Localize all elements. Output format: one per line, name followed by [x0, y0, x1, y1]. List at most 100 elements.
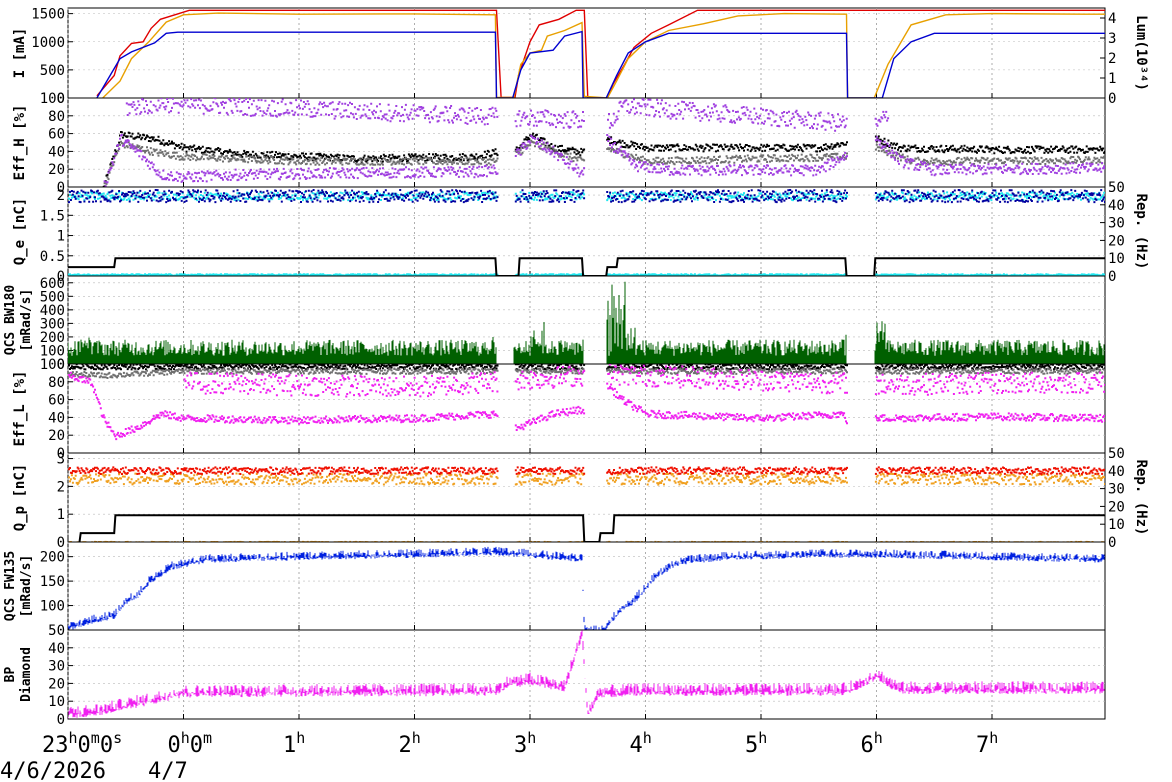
time-axis: 4/6/2026 4/7 23h0m0s 0h0m 1h 2h 3h 4h 5h 6h 7h — [0, 729, 998, 782]
y-tick-label: 0 — [57, 91, 65, 107]
y-tick-label: 200 — [40, 550, 65, 566]
time-tick-label: 4h — [630, 729, 652, 758]
series-points-orange2 — [68, 472, 1105, 486]
plot-area — [68, 189, 1105, 276]
plot-area — [68, 364, 1105, 441]
y-axis-label: Eff_H [%] — [12, 105, 28, 181]
series-markers — [68, 367, 1105, 379]
series-line-orange — [102, 12, 1105, 98]
series-points-red2 — [68, 466, 1105, 475]
right-tick-label: 20 — [1108, 499, 1125, 515]
right-tick-label: 20 — [1108, 233, 1125, 249]
y-tick-label: 30 — [48, 659, 65, 675]
panel-qcs_fw135: 50 100 150 200 QCS FW135 [mRad/s] — [3, 541, 1106, 639]
y-axis-label: QCS FW135 — [3, 551, 18, 621]
series-area-blue2 — [68, 546, 1105, 630]
time-tick-label: 0h0m — [168, 729, 213, 758]
y-axis-label-unit: [mRad/s] — [19, 555, 34, 618]
series-points-purple — [103, 133, 1105, 187]
series-points-magenta — [68, 371, 1105, 441]
y-tick-label: 400 — [40, 303, 65, 319]
time-tick-label: 23h0m0s — [42, 729, 122, 758]
y-tick-label: 0 — [57, 446, 65, 462]
plot-area — [68, 546, 1105, 630]
series-line-red — [96, 9, 1105, 98]
right-tick-label: 0 — [1108, 535, 1116, 551]
y-tick-label: 0.5 — [40, 249, 65, 265]
series-markers — [68, 189, 1105, 204]
right-tick-label: 50 — [1108, 446, 1125, 462]
right-tick-label: 40 — [1108, 198, 1125, 214]
time-tick-label: 1h — [283, 729, 305, 758]
series-points-grey — [68, 367, 1105, 379]
y-tick-label: 300 — [40, 316, 65, 332]
date-label-next: 4/7 — [148, 759, 188, 782]
series-area-green — [68, 281, 1105, 364]
y-tick-label: 40 — [48, 641, 65, 657]
rep-rate-line — [68, 257, 1105, 276]
time-tick-label: 7h — [976, 729, 998, 758]
y-axis-label: I [mA] — [12, 28, 28, 79]
right-tick-label: 3 — [1108, 31, 1116, 47]
series-area-bp — [68, 630, 1105, 719]
series-markers — [125, 98, 890, 132]
right-tick-label: 10 — [1108, 251, 1125, 267]
series-markers — [68, 364, 1105, 371]
y-tick-label: 40 — [48, 144, 65, 160]
y-tick-label: 2 — [57, 479, 65, 495]
y-tick-label: 1 — [57, 229, 65, 245]
date-label-start: 4/6/2026 — [0, 759, 106, 782]
time-tick-label: 2h — [399, 729, 421, 758]
y-tick-label: 500 — [40, 63, 65, 79]
right-tick-label: 0 — [1108, 269, 1116, 285]
panel-frame — [67, 629, 1106, 720]
plot-area — [68, 630, 1105, 719]
series-points-black — [68, 364, 1105, 371]
right-tick-label: 30 — [1108, 482, 1125, 498]
y-tick-label: 50 — [48, 623, 65, 639]
right-tick-label: 50 — [1108, 180, 1125, 196]
y-tick-label: 0 — [57, 180, 65, 196]
y-tick-label: 1000 — [31, 35, 65, 51]
time-tick-label: 5h — [745, 729, 767, 758]
y-axis-label-unit: [mRad/s] — [19, 289, 34, 352]
y-axis-label: Eff_L [%] — [12, 371, 28, 447]
plot-area — [68, 466, 1105, 542]
plot-area — [96, 9, 1105, 98]
right-tick-label: 2 — [1108, 51, 1116, 67]
right-tick-label: 0 — [1108, 91, 1116, 107]
series-markers — [183, 364, 1105, 398]
time-tick-label: 6h — [861, 729, 883, 758]
y-tick-label: 10 — [48, 694, 65, 710]
y-axis-label: QCS BW180 — [3, 285, 18, 356]
y-tick-label: 2 — [57, 188, 65, 204]
y-tick-label: 0 — [57, 269, 65, 285]
plot-area — [68, 281, 1105, 364]
right-tick-label: 1 — [1108, 71, 1116, 87]
y-tick-label: 20 — [48, 162, 65, 178]
right-tick-label: 30 — [1108, 216, 1125, 232]
y-axis-label: Q_e [nC] — [12, 198, 28, 265]
right-tick-label: 4 — [1108, 11, 1116, 27]
y-tick-label: 1 — [57, 507, 65, 523]
y-tick-label: 100 — [40, 599, 65, 615]
y-tick-label: 500 — [40, 289, 65, 305]
y-tick-label: 80 — [48, 375, 65, 391]
series-points-purple — [125, 98, 890, 132]
series-points-navy — [68, 189, 1105, 204]
plot-area — [102, 98, 1105, 187]
series-line-blue — [96, 30, 1105, 98]
rep-rate-line — [78, 514, 1105, 542]
series-markers — [103, 133, 1105, 187]
panel-frame — [67, 452, 1106, 543]
y-tick-label: 100 — [40, 91, 65, 107]
right-axis-label: Rep. (Hz) — [1133, 460, 1149, 536]
y-tick-label: 0 — [57, 712, 65, 728]
